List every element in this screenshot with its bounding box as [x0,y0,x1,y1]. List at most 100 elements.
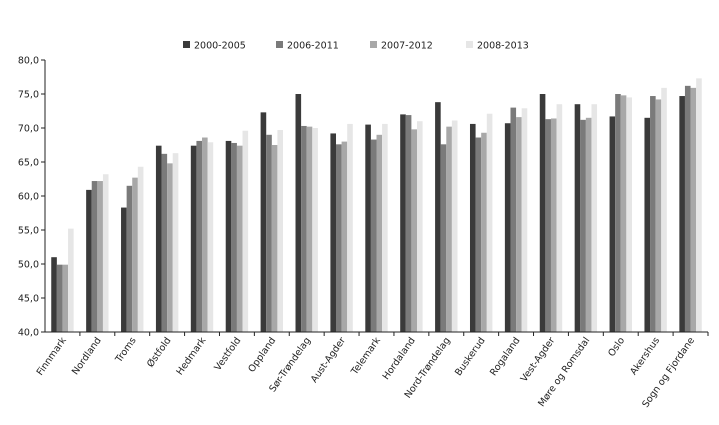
bar [655,99,662,332]
bar [684,85,691,332]
bar [620,95,627,332]
bar [591,104,598,332]
x-category-label: Akershus [628,335,662,377]
bar-group [644,87,667,332]
bar [382,123,388,332]
bar-group [260,112,284,332]
x-category-label: Nordland [70,335,104,377]
legend-item: 2007-2012 [370,41,433,52]
legend-item: 2006-2011 [276,41,339,52]
bar [190,145,197,332]
legend-swatch [276,41,283,48]
bar [277,130,284,332]
bar [271,145,278,332]
bar [56,264,63,332]
bar [126,185,133,332]
bar [306,126,313,332]
bar [97,181,103,332]
legend-swatch [183,41,190,48]
bar [242,130,249,332]
y-tick-label: 65,0 [18,158,39,169]
bar [86,189,92,332]
bar [102,174,109,332]
bar [155,145,162,332]
bar [312,128,318,332]
bar-group [609,94,632,333]
bar-group [435,102,458,333]
x-category-label: Hedmark [175,335,209,377]
bar [696,78,702,332]
bar [202,137,208,332]
bar [475,137,482,332]
bar [440,144,447,332]
bar-group [400,114,423,333]
bar-group [155,145,179,332]
bar [231,142,237,332]
legend-swatch [466,41,473,48]
bar [91,181,98,332]
x-category-label: Oppland [246,335,278,374]
x-category-label: Rogaland [488,335,522,378]
bar-group [121,166,144,332]
legend-label: 2000-2005 [194,41,246,52]
x-category-label: Finnmark [35,335,69,378]
bar-group [295,94,318,333]
bar-group [225,130,249,332]
bar-group [51,228,74,332]
bar [481,132,487,332]
bar [68,228,74,332]
bar-group [679,78,702,332]
bar [550,118,557,332]
bar-group [190,137,214,332]
y-tick-label: 80,0 [18,56,39,67]
bar [416,121,423,332]
bar-group [86,174,109,332]
bar-group [469,113,493,332]
bar [62,264,69,332]
bar [405,115,412,332]
bar [330,133,337,332]
bar [486,113,493,332]
bar [521,108,528,332]
x-axis: Finnmark Nordland Troms Østfold Hedmark Vestf… [35,331,709,410]
bar [236,145,243,332]
bar-group [574,104,598,332]
bar [336,144,342,332]
y-tick-label: 60,0 [18,192,39,203]
bar [661,87,667,332]
legend-label: 2007-2012 [381,41,433,52]
bar [137,166,144,332]
bar-group [365,123,388,332]
bar [347,123,353,332]
y-axis: 40,0 45,0 50,0 55,0 60,0 65,0 70,0 75,0 80,0 [18,56,46,339]
bar [400,114,406,333]
x-category-label: Hordaland [381,335,418,381]
bar [266,134,272,332]
x-category-label: Østfold [145,335,174,369]
bar-group [539,94,563,332]
bar [539,94,546,332]
y-tick-label: 45,0 [18,294,39,305]
bar [370,139,377,332]
y-tick-label: 55,0 [18,226,39,237]
bar [435,102,441,332]
bar [121,207,127,332]
legend-label: 2008-2013 [477,41,529,52]
bar-group [330,123,353,332]
bar [690,87,697,332]
bar [132,177,138,332]
bar [580,119,586,332]
legend-swatch [370,41,377,48]
y-tick-label: 50,0 [18,260,39,271]
bar [545,119,551,332]
bar [260,112,267,332]
bar [207,142,214,332]
x-category-label: Telemark [349,335,384,378]
x-category-label: Vestfold [213,335,244,373]
bar [451,120,458,333]
bar [295,94,302,332]
bar [615,94,621,332]
bar [376,134,383,332]
bar [172,153,179,332]
